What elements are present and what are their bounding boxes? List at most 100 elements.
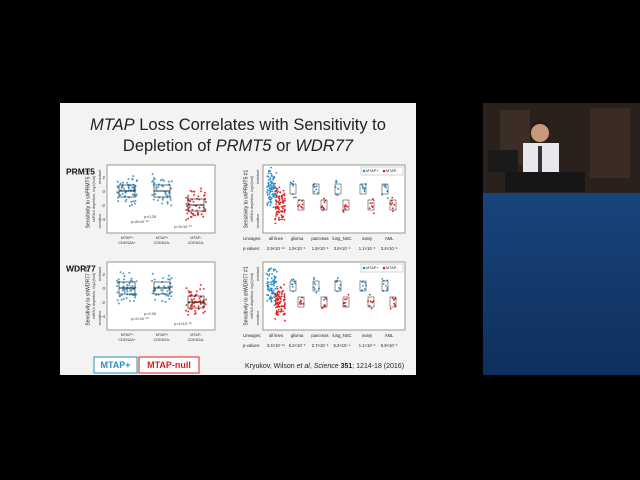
scatter-dot-decor	[283, 211, 285, 213]
scatter-dot-decor	[275, 203, 278, 206]
title-part: Depletion of	[123, 137, 216, 155]
lineage-label: AML	[385, 236, 394, 241]
y-tick-label: 0	[102, 286, 105, 291]
group-pvalue: p=8×10⁻¹⁰	[131, 220, 149, 224]
scatter-dot-decor	[391, 207, 394, 210]
resistant-label: resistant	[256, 266, 260, 281]
scatter-dot-decor	[116, 279, 119, 282]
scatter-dot-decor	[269, 196, 271, 199]
scatter-dot-decor	[271, 272, 274, 275]
scatter-dot-decor	[267, 196, 270, 199]
scatter-dot-decor	[278, 216, 280, 219]
scatter-dot-decor	[301, 203, 304, 206]
legend-label: MTAP-	[386, 266, 398, 270]
scatter-dot-decor	[155, 293, 158, 296]
scatter-dot-decor	[276, 313, 278, 316]
scatter-dot-decor	[155, 186, 158, 189]
scatter-dot-decor	[125, 297, 128, 300]
scatter-dot-decor	[272, 186, 274, 189]
scatter-dot-decor	[161, 300, 164, 303]
lineage-label: all lines	[269, 236, 283, 241]
legend-label: MTAP+	[366, 169, 379, 173]
scatter-dot-decor	[204, 303, 207, 306]
scatter-dot-decor	[196, 211, 199, 214]
scatter-dot-decor	[116, 281, 119, 284]
scatter-dot-decor	[270, 297, 273, 299]
scatter-dot-decor	[289, 181, 292, 184]
scatter-dot-decor	[279, 310, 282, 313]
group-label: MTAP+	[121, 236, 134, 240]
scatter-dot-decor	[165, 294, 168, 297]
group-label: CDKN2A-	[154, 241, 171, 245]
scatter-dot-decor	[275, 280, 277, 283]
lineage-label: glioma	[291, 333, 304, 338]
scatter-dot-decor	[335, 193, 337, 196]
scatter-dot-decor	[369, 202, 372, 205]
scatter-dot-decor	[131, 285, 134, 288]
scatter-dot-decor	[203, 191, 206, 194]
lineage-pvalue: 1.8×10⁻³	[312, 246, 329, 251]
scatter-dot-decor	[281, 216, 283, 219]
scatter-dot-decor	[275, 210, 278, 213]
scatter-dot-decor	[126, 283, 129, 286]
scatter-dot-decor	[391, 196, 394, 199]
sensitive-label: sensitive	[256, 214, 260, 229]
podium	[505, 172, 585, 192]
lineage-pvalue: 1.1×10⁻³	[359, 343, 376, 348]
scatter-dot-decor	[120, 298, 123, 301]
lineage-pvalue: 3.4×10⁻¹⁵	[267, 343, 286, 348]
scatter-dot-decor	[273, 280, 275, 283]
group-label: MTAP-	[190, 236, 202, 240]
y-axis-units: shRNA depletion, log2(fold)	[250, 175, 254, 222]
scatter-dot-decor	[266, 282, 269, 285]
scatter-dot-decor	[266, 191, 268, 193]
scatter-dot-decor	[392, 210, 394, 213]
scatter-dot-decor	[190, 211, 193, 214]
scatter-dot-decor	[135, 179, 138, 182]
scatter-dot-decor	[274, 287, 277, 290]
scatter-dot-decor	[294, 196, 297, 199]
scatter-dot-decor	[169, 198, 172, 201]
scatter-dot-decor	[361, 183, 363, 186]
resistant-label: resistant	[98, 169, 102, 184]
scatter-dot-decor	[122, 272, 125, 275]
sensitive-label: sensitive	[98, 214, 102, 229]
scatter-dot-decor	[363, 187, 366, 189]
scatter-dot-decor	[200, 213, 203, 216]
scatter-dot-decor	[197, 305, 200, 308]
scatter-dot-decor	[266, 294, 269, 296]
lineage-row-label: Lineages:	[243, 333, 261, 338]
legend-frame	[360, 166, 404, 176]
group-label: MTAP+	[156, 236, 169, 240]
scatter-dot-decor	[283, 295, 286, 298]
scatter-dot-decor	[368, 293, 371, 296]
scatter-dot-decor	[188, 199, 191, 202]
box-decor	[334, 280, 342, 292]
scatter-dot-decor	[275, 311, 278, 314]
scatter-dot-decor	[134, 195, 137, 198]
scatter-dot-decor	[190, 215, 193, 218]
scatter-dot-decor	[275, 213, 278, 215]
scatter-dot-decor	[266, 204, 269, 206]
scatter-dot-decor	[124, 191, 127, 194]
scatter-dot-decor	[123, 291, 126, 294]
scatter-dot-decor	[161, 198, 164, 201]
scatter-dot-decor	[119, 271, 122, 274]
scatter-dot-decor	[117, 278, 120, 281]
scatter-dot-decor	[282, 313, 285, 316]
scatter-dot-decor	[273, 185, 276, 188]
scatter-dot-decor	[292, 185, 295, 187]
scatter-dot-decor	[116, 299, 119, 302]
scatter-dot-decor	[161, 292, 164, 295]
box-decor	[381, 280, 389, 292]
scatter-dot-decor	[117, 200, 120, 203]
scatter-dot-decor	[283, 283, 286, 286]
scatter-dot-decor	[293, 196, 295, 199]
resistant-label: resistant	[98, 266, 102, 281]
scatter-dot-decor	[269, 183, 272, 186]
scatter-dot-decor	[154, 298, 157, 301]
group-label: CDKN2A+	[118, 338, 136, 342]
scatter-dot-decor	[274, 302, 277, 304]
legend-dot	[362, 169, 366, 173]
